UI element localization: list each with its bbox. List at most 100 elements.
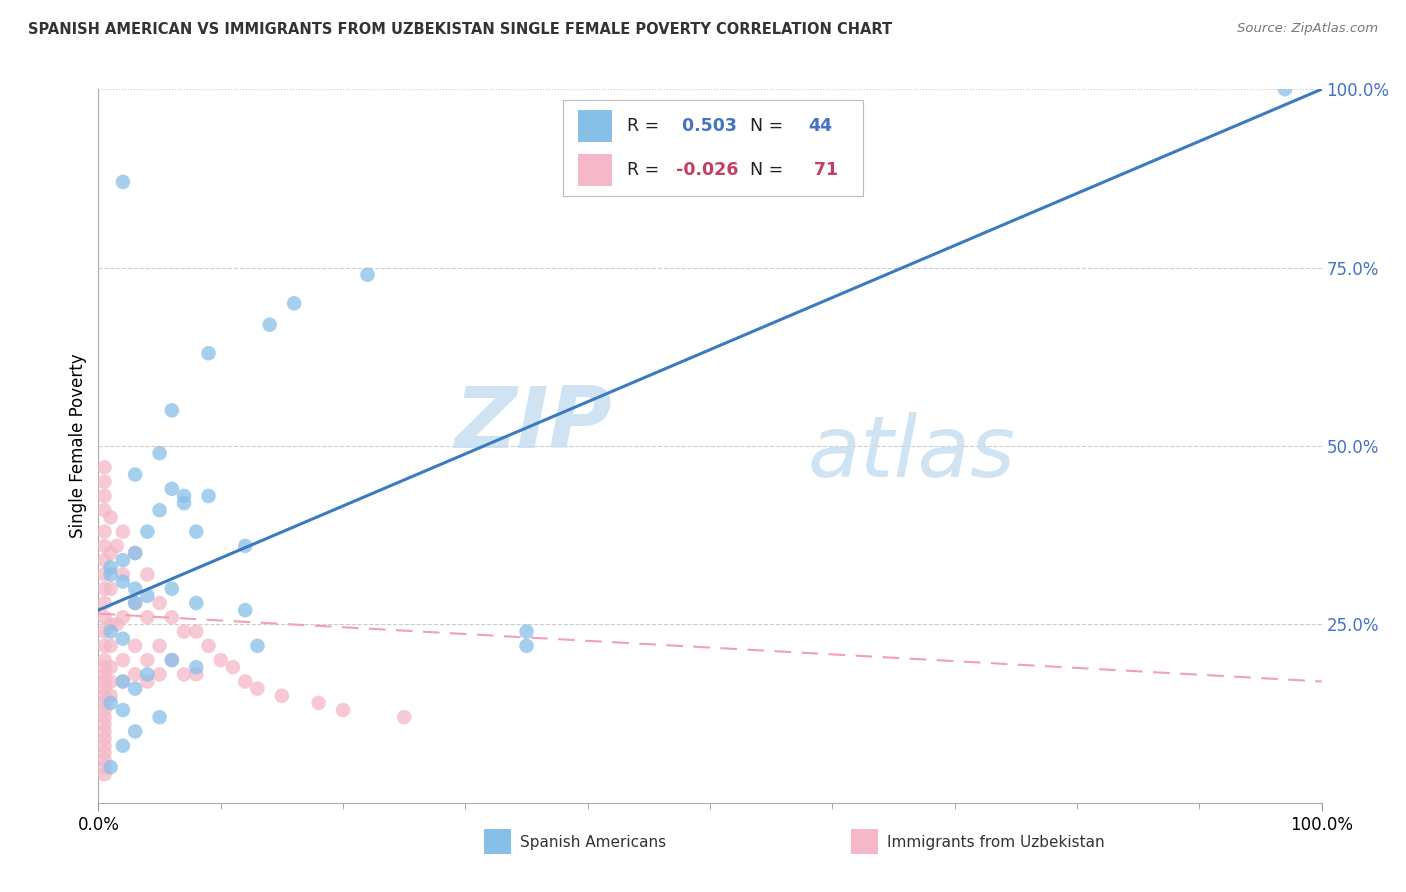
Point <box>93 539 115 553</box>
Point <box>93 717 115 731</box>
Bar <box>851 830 877 855</box>
Point <box>197 489 219 503</box>
Point <box>283 296 305 310</box>
Point <box>100 689 122 703</box>
Bar <box>578 154 612 186</box>
Point <box>173 496 195 510</box>
Point <box>93 475 115 489</box>
Point <box>93 674 115 689</box>
Point <box>105 617 128 632</box>
Bar <box>484 830 510 855</box>
Point <box>93 689 115 703</box>
Text: 44: 44 <box>808 117 832 135</box>
Point <box>246 681 269 696</box>
Point <box>100 674 122 689</box>
Point <box>233 674 256 689</box>
Point <box>160 403 183 417</box>
Point <box>160 482 183 496</box>
Point <box>111 632 134 646</box>
Point <box>93 746 115 760</box>
Point <box>100 546 122 560</box>
Point <box>149 667 172 681</box>
Point <box>136 653 159 667</box>
Point <box>100 696 122 710</box>
Y-axis label: Single Female Poverty: Single Female Poverty <box>69 354 87 538</box>
Point <box>100 567 122 582</box>
Point <box>100 617 122 632</box>
Point <box>197 639 219 653</box>
Point <box>186 624 208 639</box>
Point <box>93 553 115 567</box>
Text: atlas: atlas <box>808 411 1017 495</box>
Text: Source: ZipAtlas.com: Source: ZipAtlas.com <box>1237 22 1378 36</box>
Point <box>136 610 159 624</box>
Point <box>124 681 146 696</box>
Point <box>93 760 115 774</box>
Point <box>356 268 378 282</box>
Point <box>160 582 183 596</box>
Point <box>1274 82 1296 96</box>
Point <box>136 589 159 603</box>
Point <box>93 460 115 475</box>
Point <box>233 539 256 553</box>
Point <box>124 667 146 681</box>
Point <box>100 660 122 674</box>
Point <box>111 739 134 753</box>
Point <box>308 696 330 710</box>
Point <box>105 539 128 553</box>
Point <box>100 560 122 574</box>
Text: 71: 71 <box>808 161 838 179</box>
Point <box>111 524 134 539</box>
Point <box>332 703 354 717</box>
Point <box>93 653 115 667</box>
Point <box>149 710 172 724</box>
Point <box>93 724 115 739</box>
Point <box>136 667 159 681</box>
Text: R =: R = <box>627 161 665 179</box>
Point <box>93 596 115 610</box>
Point <box>124 546 146 560</box>
Point <box>233 603 256 617</box>
Point <box>149 503 172 517</box>
Bar <box>578 110 612 142</box>
Point <box>93 731 115 746</box>
Point <box>100 582 122 596</box>
Point <box>136 567 159 582</box>
Point <box>93 767 115 781</box>
Point <box>111 574 134 589</box>
Text: Spanish Americans: Spanish Americans <box>520 835 666 849</box>
Point <box>124 596 146 610</box>
Point <box>111 175 134 189</box>
Point <box>124 546 146 560</box>
Point <box>259 318 281 332</box>
Point <box>173 667 195 681</box>
Point <box>93 710 115 724</box>
Point <box>93 639 115 653</box>
Point <box>93 753 115 767</box>
Point <box>124 596 146 610</box>
Point <box>270 689 294 703</box>
Point <box>100 760 122 774</box>
Point <box>100 624 122 639</box>
Point <box>93 681 115 696</box>
Point <box>515 639 537 653</box>
Text: R =: R = <box>627 117 665 135</box>
Point <box>93 524 115 539</box>
Point <box>246 639 269 653</box>
Point <box>186 667 208 681</box>
Text: ZIP: ZIP <box>454 383 612 467</box>
Point <box>160 610 183 624</box>
Point <box>124 467 146 482</box>
Point <box>124 582 146 596</box>
Point <box>186 660 208 674</box>
Text: Immigrants from Uzbekistan: Immigrants from Uzbekistan <box>887 835 1105 849</box>
Point <box>100 639 122 653</box>
Point <box>136 524 159 539</box>
Point <box>111 567 134 582</box>
Text: N =: N = <box>740 117 789 135</box>
Point <box>93 567 115 582</box>
Point <box>392 710 416 724</box>
Point <box>93 503 115 517</box>
Point <box>93 582 115 596</box>
Point <box>93 489 115 503</box>
